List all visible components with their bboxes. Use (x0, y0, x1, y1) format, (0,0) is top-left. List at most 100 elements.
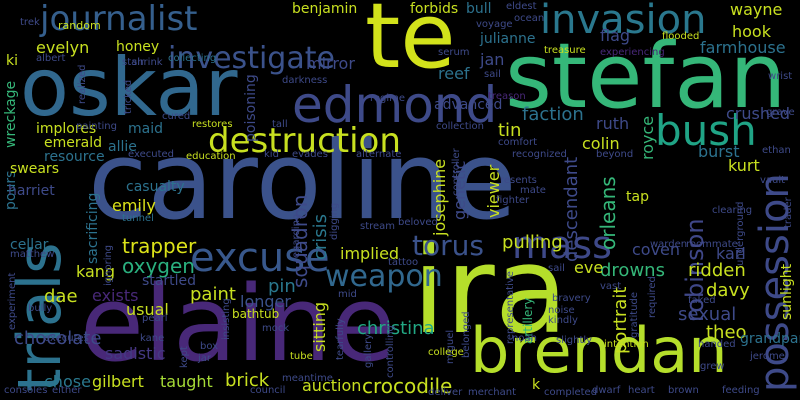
word-bravery: bravery (552, 293, 591, 304)
word-coven: coven (632, 240, 681, 259)
word-grave: grave (766, 107, 795, 118)
word-brendan: brendan (470, 314, 728, 387)
word-eldest: eldest (506, 1, 537, 12)
word-painting: painting (76, 121, 117, 132)
word-excuse: excuse (190, 235, 330, 281)
word-faked: faked (688, 295, 716, 306)
word-crushed: crushed (726, 104, 790, 123)
word-vast: vast (600, 281, 622, 292)
word-casualty: casualty (126, 179, 185, 195)
word-weapon: weapon (325, 259, 443, 294)
word-oskar: oskar (20, 41, 238, 134)
word-sadistic: sadistic (105, 344, 166, 363)
word-harriet: harriet (8, 183, 55, 199)
word-alternate: alternate (356, 149, 402, 160)
word-poisoning: poisoning (243, 74, 259, 142)
word-heart: heart (628, 385, 655, 396)
word-feeding: feeding (722, 385, 760, 396)
word-mock: mock (262, 323, 290, 334)
word-mate: mate (520, 185, 546, 196)
word-brick: brick (225, 370, 270, 391)
word-resource: resource (44, 149, 105, 165)
word-experiment: experiment (7, 272, 18, 330)
word-benjamin: benjamin (292, 1, 358, 17)
word-tap: tap (626, 189, 649, 205)
word-mass: mass (512, 223, 612, 267)
word-realized: realized (77, 64, 88, 104)
word-box: box (200, 341, 219, 352)
word-treasure: treasure (544, 45, 586, 56)
word-jerome: jerome (750, 351, 785, 362)
word-descendant: descendant (561, 156, 582, 262)
word-mirror: mirror (306, 54, 355, 73)
word-destruction: destruction (208, 121, 401, 161)
word-council: council (250, 385, 286, 396)
word-gratitude: gratitude (629, 291, 640, 338)
word-grew: grew (700, 361, 725, 372)
word-matthew: matthew (10, 249, 55, 260)
word-required: required (647, 276, 658, 318)
word-bush: bush (655, 106, 757, 155)
word-ira: ira (412, 222, 569, 361)
word-collection: collection (436, 121, 484, 132)
word-sail-2: sail (548, 263, 565, 274)
word-edmond: edmond (292, 76, 498, 134)
word-noise: noise (548, 305, 575, 316)
word-vault: vault (760, 175, 786, 186)
word-evades: evades (292, 149, 328, 160)
word-trek: trek (20, 17, 40, 28)
word-hook: hook (732, 22, 771, 41)
word-tall: tall (272, 119, 288, 130)
word-elaine: elaine (80, 263, 396, 385)
word-crocodile: crocodile (362, 374, 453, 398)
word-pin: pin (268, 276, 296, 297)
word-theo: theo (706, 322, 747, 343)
word-clearing: clearing (712, 205, 753, 216)
word-k: k (532, 377, 541, 393)
word-royce: royce (638, 115, 657, 160)
word-kid: kid (264, 149, 279, 160)
word-kindly: kindly (548, 315, 578, 326)
word-honey: honey (116, 39, 160, 55)
word-completed: completed (544, 387, 598, 398)
word-longer: longer (240, 292, 291, 311)
word-implores: implores (36, 121, 97, 137)
word-ruth: ruth (596, 114, 630, 133)
word-karl: karl (716, 244, 746, 263)
word-kane: kane (140, 333, 165, 344)
word-tunnel: tunnel (122, 213, 154, 224)
word-tricked: tricked (123, 79, 134, 114)
word-handed: handed (698, 339, 736, 350)
word-cured: cured (162, 111, 191, 122)
word-torus: torus (412, 229, 484, 262)
word-emily: emily (112, 196, 156, 215)
word-tube: tube (290, 351, 313, 362)
word-regarding: regarding (291, 213, 302, 262)
word-auction: auction (302, 376, 362, 395)
word-beloved: beloved (398, 217, 438, 228)
word-emerald: emerald (44, 135, 102, 151)
word-collecting: collecting (168, 53, 217, 64)
word-comfort: comfort (498, 137, 538, 148)
word-sail: sail (484, 69, 501, 80)
word-paint: paint (190, 284, 236, 305)
word-bathtub: bathtub (232, 307, 280, 321)
word-implied: implied (340, 244, 400, 263)
word-maid: maid (128, 121, 163, 137)
word-eve: eve (574, 258, 604, 277)
word-wayne: wayne (730, 0, 783, 19)
word-noah: noah (512, 333, 537, 344)
word-resents: resents (500, 175, 537, 186)
word-ignoring: ignoring (103, 244, 114, 286)
word-te: te (365, 0, 456, 89)
word-trader: trader (783, 197, 794, 228)
word-warden: warden (650, 239, 688, 250)
word-deliver: deliver (428, 387, 463, 398)
word-invasion: invasion (540, 0, 707, 43)
word-recognized: recognized (512, 149, 567, 160)
word-controlling: controlling (385, 325, 396, 378)
word-kurt: kurt (728, 156, 760, 175)
word-consoles: consoles (4, 385, 48, 396)
word-christina: christina (357, 318, 435, 339)
